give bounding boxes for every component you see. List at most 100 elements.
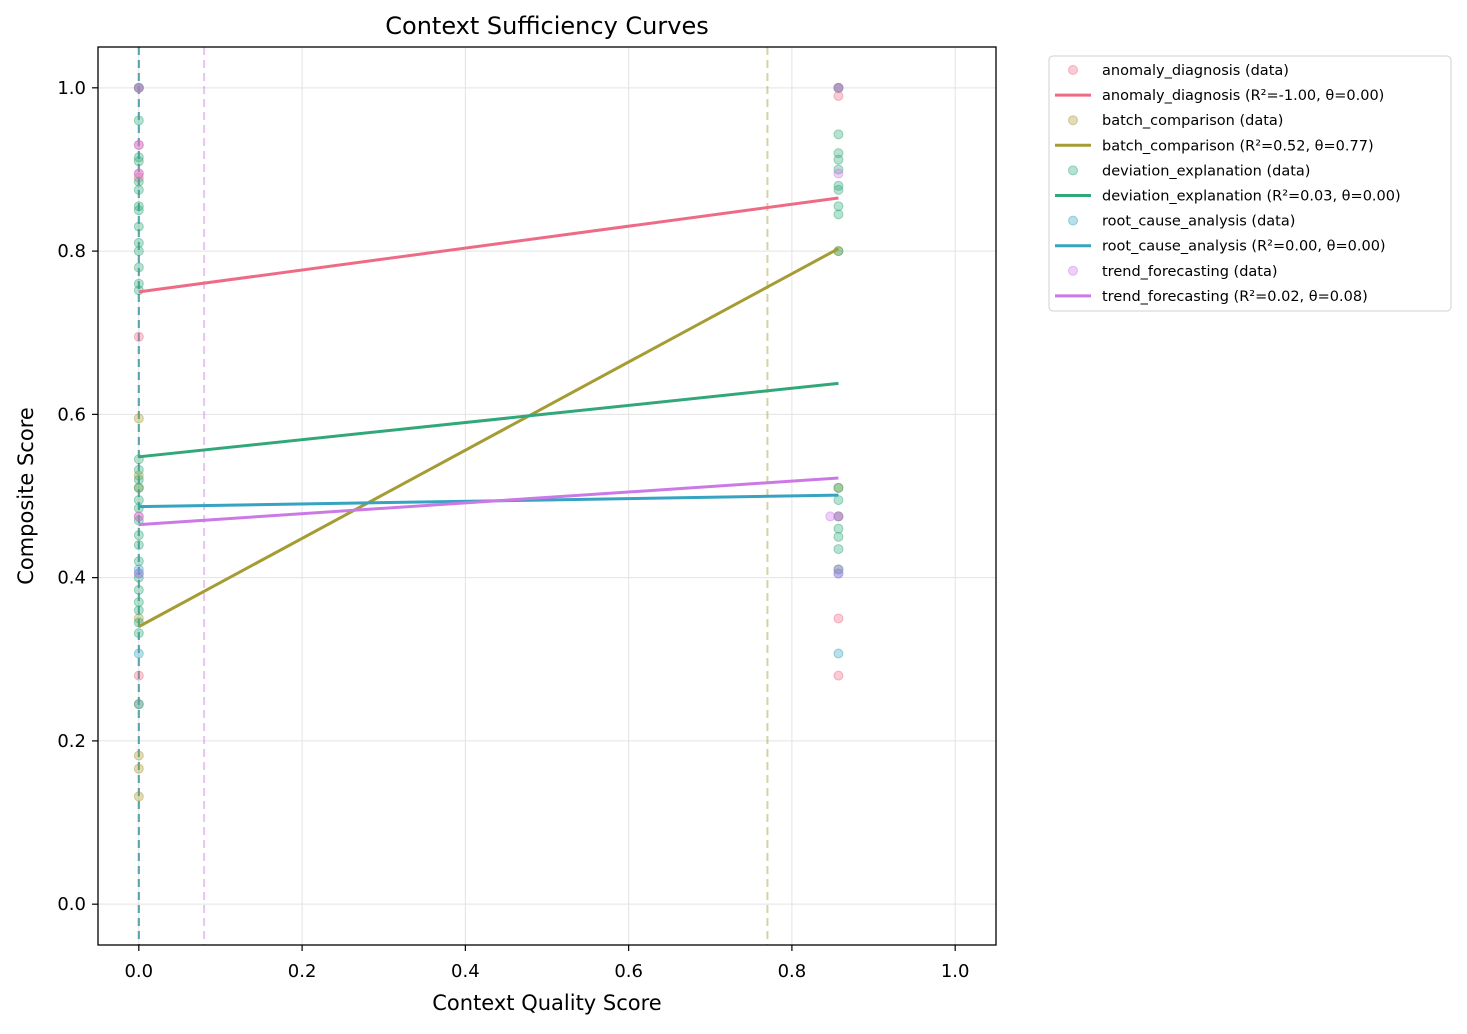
legend-frame: [1048, 55, 1452, 312]
legend-marker: [1068, 65, 1078, 75]
series-points: [133, 115, 844, 639]
data-point: [833, 648, 844, 659]
data-point: [133, 613, 144, 624]
data-point: [133, 156, 144, 167]
x-tick-label: 0.6: [614, 961, 643, 982]
data-point: [133, 262, 144, 273]
data-point: [833, 201, 844, 212]
data-point: [133, 648, 144, 659]
data-point: [133, 628, 144, 639]
data-point: [833, 523, 844, 534]
series-points: [133, 82, 844, 710]
x-tick-label: 0.2: [288, 961, 317, 982]
y-tick-label: 1.0: [57, 78, 86, 99]
y-axis-ticks: 0.0 0.2 0.4 0.6 0.8 1.0: [57, 78, 98, 915]
data-point: [133, 82, 144, 93]
data-point: [833, 148, 844, 159]
legend-marker: [1068, 115, 1078, 126]
data-point: [833, 511, 844, 522]
legend-label: trend_forecasting (R²=0.02, θ=0.08): [1102, 289, 1368, 305]
data-point: [133, 572, 144, 583]
data-point: [833, 209, 844, 220]
y-tick-label: 0.8: [57, 241, 86, 262]
data-point: [833, 670, 844, 681]
data-point: [833, 82, 844, 93]
data-point: [133, 515, 144, 526]
data-point: [133, 474, 144, 485]
data-point: [133, 278, 144, 289]
y-tick-label: 0.4: [57, 568, 86, 589]
data-point: [133, 584, 144, 595]
data-point: [833, 568, 844, 579]
data-point: [833, 511, 844, 522]
fit-line: [138, 196, 839, 294]
legend: anomaly_diagnosis (data) anomaly_diagnosi…: [1048, 55, 1452, 312]
x-tick-label: 0.4: [451, 961, 480, 982]
y-tick-label: 0.2: [57, 731, 86, 752]
threshold-lines: [137, 47, 769, 945]
fit-line: [138, 476, 839, 527]
data-point: [133, 246, 144, 257]
data-point: [833, 544, 844, 555]
data-point: [133, 699, 144, 710]
data-point: [833, 129, 844, 140]
plot-frame: [97, 46, 997, 946]
x-axis-ticks: 0.0 0.2 0.4 0.6 0.8 1.0: [124, 945, 970, 982]
data-point: [833, 168, 844, 179]
legend-label: deviation_explanation (data): [1102, 163, 1310, 179]
y-tick-label: 0.6: [57, 404, 86, 425]
data-point: [133, 152, 144, 163]
data-point: [833, 82, 844, 93]
data-point: [133, 115, 144, 126]
data-point: [133, 495, 144, 506]
data-point: [133, 470, 144, 481]
data-point: [833, 82, 844, 93]
data-point: [133, 482, 144, 493]
data-point: [133, 172, 144, 183]
series-points: [133, 82, 844, 681]
data-point: [133, 568, 144, 579]
data-point: [133, 699, 144, 710]
data-point: [833, 154, 844, 165]
data-point: [133, 750, 144, 761]
data-point: [833, 564, 844, 575]
data-point: [833, 511, 844, 522]
data-point: [133, 82, 144, 93]
data-point: [133, 568, 144, 579]
data-point: [833, 564, 844, 575]
data-point: [833, 482, 844, 493]
data-point: [133, 139, 144, 150]
x-tick-label: 0.0: [124, 961, 153, 982]
legend-label: batch_comparison (data): [1102, 113, 1283, 129]
data-point: [133, 597, 144, 608]
data-point: [133, 413, 144, 424]
data-point: [133, 201, 144, 212]
y-tick-label: 0.0: [57, 894, 86, 915]
data-point: [133, 511, 144, 522]
data-point: [133, 237, 144, 248]
data-point: [133, 82, 144, 93]
data-point: [133, 176, 144, 187]
legend-label: deviation_explanation (R²=0.03, θ=0.00): [1102, 189, 1401, 205]
data-point: [133, 331, 144, 342]
series-points: [133, 82, 844, 579]
data-point: [833, 531, 844, 542]
legend-label: root_cause_analysis (data): [1102, 214, 1295, 230]
data-point: [833, 180, 844, 191]
data-point: [825, 511, 836, 522]
chart-title: Context Sufficiency Curves: [385, 12, 708, 40]
data-point: [133, 221, 144, 232]
data-point: [833, 82, 844, 93]
x-axis-label: Context Quality Score: [432, 991, 661, 1015]
data-point: [133, 670, 144, 681]
data-point: [133, 556, 144, 567]
data-point: [133, 539, 144, 550]
data-point: [133, 205, 144, 216]
data-point: [133, 605, 144, 616]
data-points: [133, 82, 844, 802]
data-point: [833, 90, 844, 101]
data-point: [133, 139, 144, 150]
legend-label: batch_comparison (R²=0.52, θ=0.77): [1102, 138, 1374, 154]
